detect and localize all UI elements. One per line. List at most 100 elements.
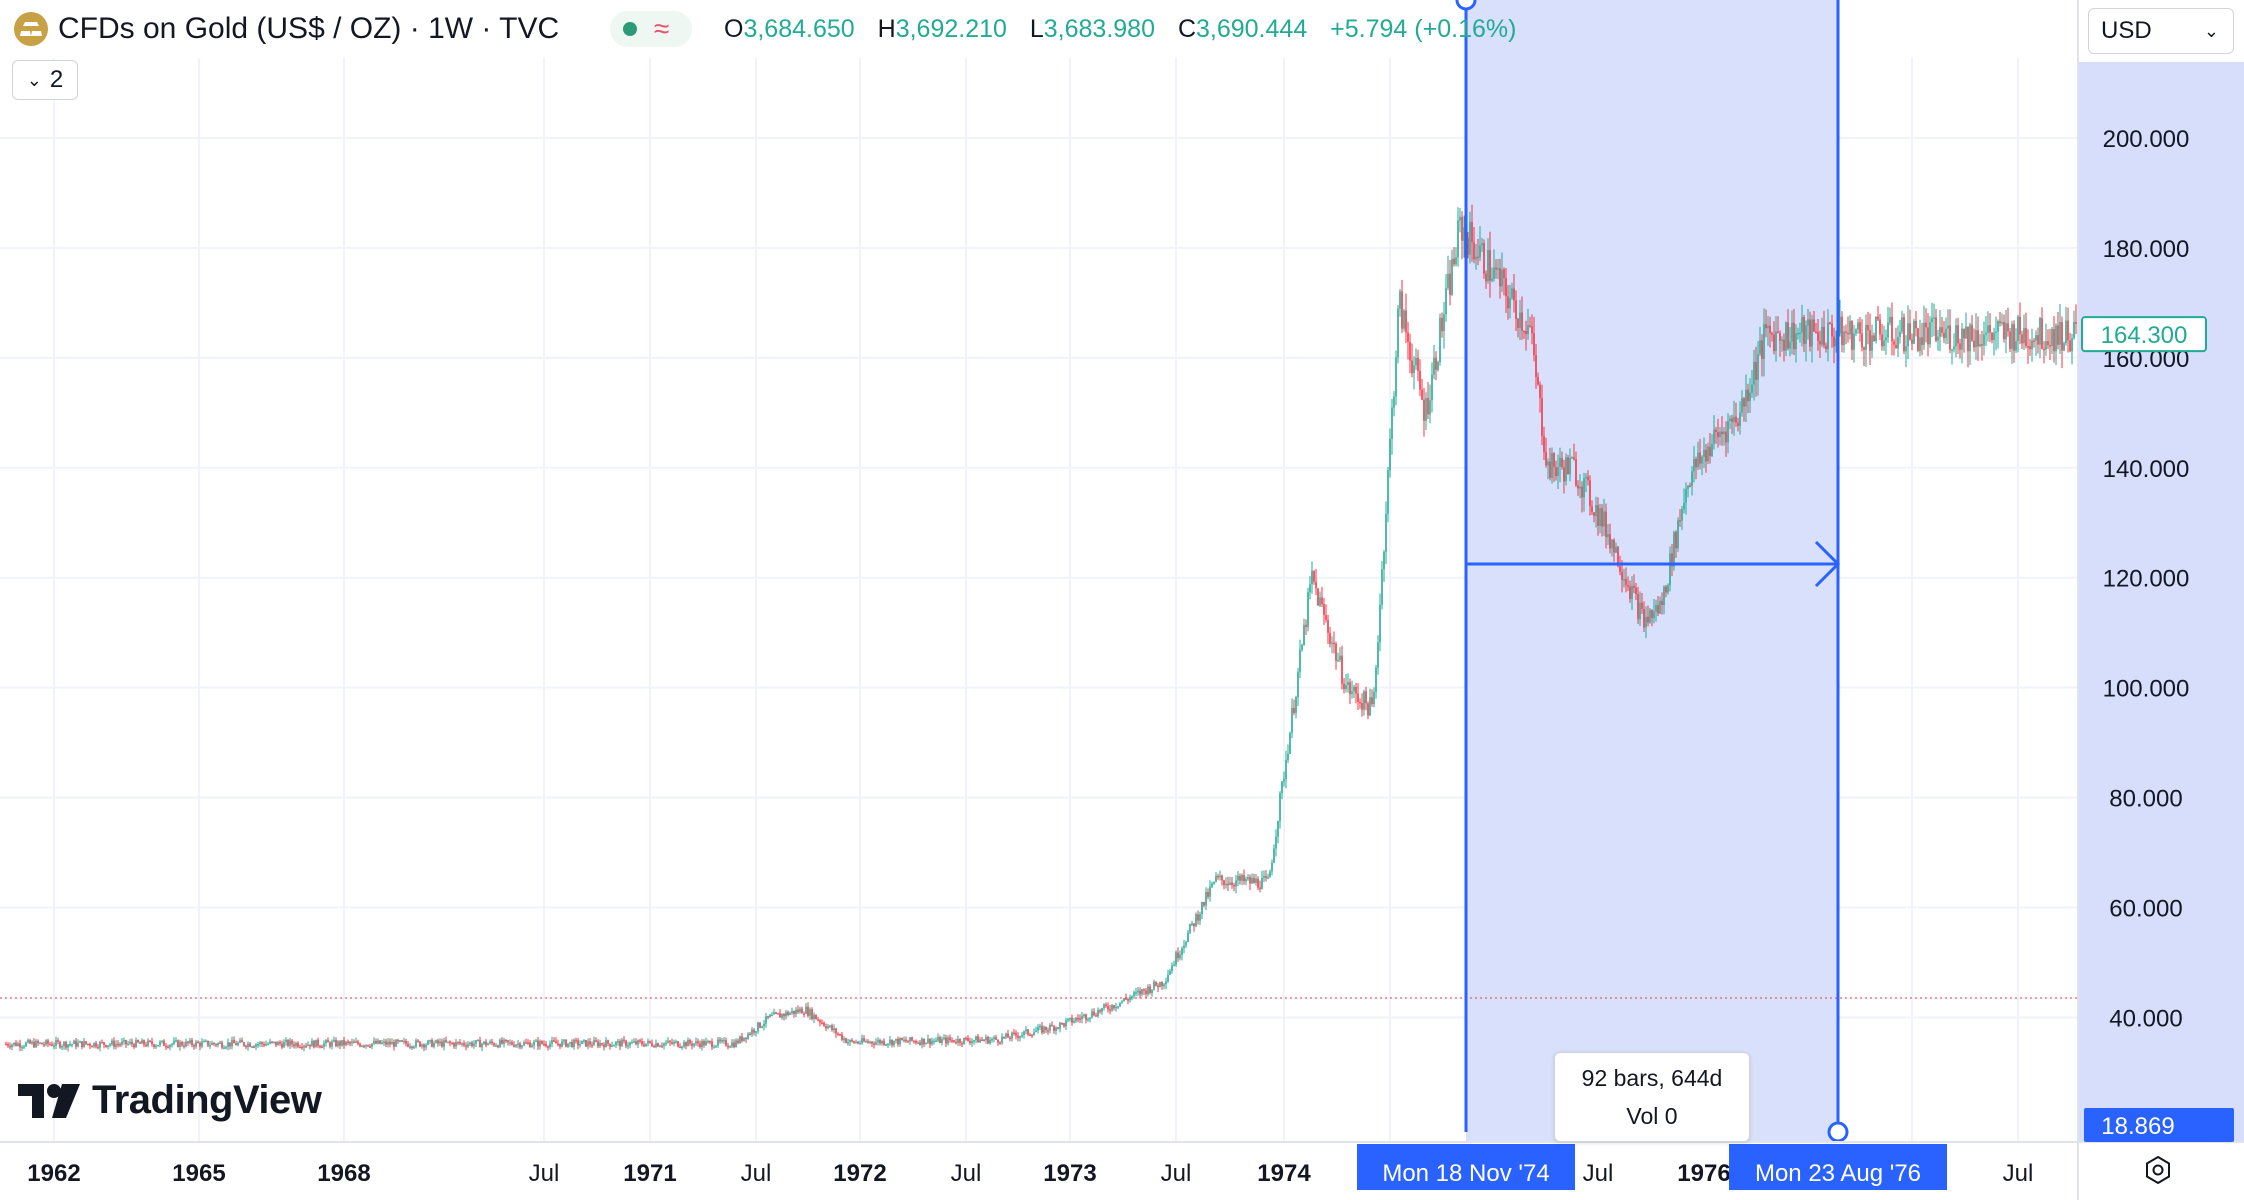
candle-body [1369,697,1371,716]
candle-body [2057,325,2059,345]
price-tick-label: 120.000 [2103,566,2190,593]
candle-body [1061,1022,1063,1025]
time-tick-label: 1973 [1043,1160,1096,1187]
candle-body [1899,331,1901,337]
candle-body [1907,323,1909,347]
candle-body [679,1046,681,1049]
measure-handle[interactable] [1455,0,1477,11]
candle-body [747,1033,749,1039]
candle-body [403,1040,405,1043]
candle-body [1491,278,1493,281]
candle-body [621,1039,623,1047]
candle-body [1965,326,1967,339]
candle-body [237,1042,239,1046]
candle-body [1927,327,1929,345]
candle-body [477,1039,479,1042]
candle-body [1305,624,1307,628]
candle-body [565,1039,567,1047]
measure-handle[interactable] [1827,1121,1849,1143]
candle-body [1743,398,1745,407]
candle-body [1071,1017,1073,1023]
candle-body [2025,328,2027,347]
candle-body [2015,341,2017,351]
candle-body [123,1040,125,1042]
candlestick-series [5,204,2077,1052]
market-status-dot-icon [623,22,637,36]
candle-body [527,1042,529,1044]
candle-body [381,1042,383,1045]
candle-body [1063,1023,1065,1027]
candle-body [1677,520,1679,549]
candle-body [1691,471,1693,487]
candle-body [755,1031,757,1033]
candle-body [1167,974,1169,982]
candle-body [571,1041,573,1047]
time-axis[interactable]: 1962 1965 1968 Jul 1971 Jul 1972 Jul 1973 Jul 1974… [27,1144,2033,1190]
candle-body [35,1040,37,1048]
candle-body [289,1040,291,1046]
candle-body [1351,691,1353,695]
candle-body [1485,273,1487,282]
candle-body [1029,1034,1031,1037]
candle-body [1693,458,1695,472]
candle-body [579,1044,581,1046]
legend-collapse-button[interactable]: ⌄ 2 [12,60,78,100]
candle-body [367,1044,369,1047]
candle-body [385,1041,387,1045]
candle-body [1161,981,1163,987]
market-status[interactable]: ≈ [610,11,692,47]
candle-body [459,1042,461,1044]
candle-body [325,1040,327,1044]
candle-body [1945,328,1947,339]
candle-body [83,1041,85,1048]
candle-body [375,1040,377,1044]
candle-body [1255,878,1257,883]
candle-body [1239,875,1241,881]
settings-gear-icon[interactable] [2140,1152,2176,1188]
close-label: C [1177,15,1196,43]
candle-body [1855,329,1857,334]
candle-body [1515,300,1517,319]
candle-body [1073,1021,1075,1023]
candle-body [1249,877,1251,884]
candle-body [111,1040,113,1045]
candle-body [377,1040,379,1044]
candle-body [1905,346,1907,352]
candle-body [913,1040,915,1043]
candle-body [765,1016,767,1024]
symbol-title[interactable]: CFDs on Gold (US$ / OZ) · 1W · TVC [58,12,560,45]
candle-body [935,1040,937,1043]
candle-body [1559,458,1561,468]
candle-body [1781,339,1783,342]
measure-tool[interactable] [1455,0,1849,1143]
candle-body [1065,1020,1067,1027]
currency-select[interactable]: USD ⌄ [2088,8,2234,54]
candle-body [895,1038,897,1041]
gold-bars-icon[interactable] [14,12,48,46]
candle-body [1279,793,1281,821]
candle-body [1579,486,1581,489]
candle-body [147,1040,149,1046]
candle-body [1275,836,1277,849]
candle-body [1695,458,1697,468]
candle-body [1815,331,1817,334]
candle-body [1339,655,1341,660]
candle-body [2075,321,2077,324]
candle-body [867,1041,869,1043]
candle-body [31,1041,33,1044]
tradingview-logo[interactable]: TradingView [18,1078,322,1123]
candle-body [139,1042,141,1044]
candle-body [957,1038,959,1043]
candle-body [713,1046,715,1049]
candle-body [1619,566,1621,572]
candle-body [1455,257,1457,265]
price-axis[interactable]: 200.000180.000160.000140.000120.000100.0… [2081,126,2234,1142]
candle-body [1011,1032,1013,1039]
candle-body [1511,288,1513,299]
candle-body [2031,340,2033,350]
candle-body [271,1041,273,1044]
candle-body [2005,323,2007,340]
candle-body [699,1043,701,1048]
